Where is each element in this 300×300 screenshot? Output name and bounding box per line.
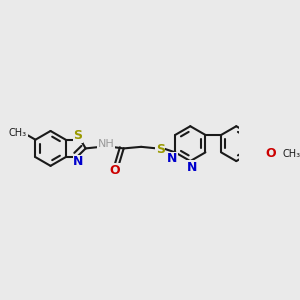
Text: S: S: [74, 129, 82, 142]
Text: CH₃: CH₃: [9, 128, 27, 138]
Text: N: N: [167, 152, 177, 165]
Text: N: N: [73, 155, 83, 168]
Text: CH₃: CH₃: [283, 149, 300, 159]
Text: O: O: [110, 164, 120, 177]
Text: S: S: [156, 143, 165, 156]
Text: N: N: [187, 161, 197, 174]
Text: O: O: [265, 148, 276, 160]
Text: NH: NH: [98, 140, 115, 149]
